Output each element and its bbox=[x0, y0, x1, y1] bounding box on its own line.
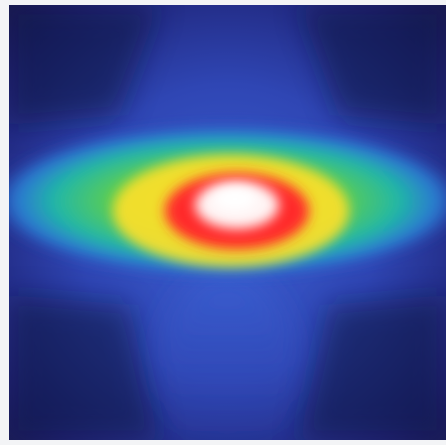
core-highlight bbox=[213, 187, 257, 211]
corner-shadows bbox=[9, 5, 446, 440]
lower-glow bbox=[157, 275, 297, 440]
heatmap-image bbox=[9, 5, 446, 440]
